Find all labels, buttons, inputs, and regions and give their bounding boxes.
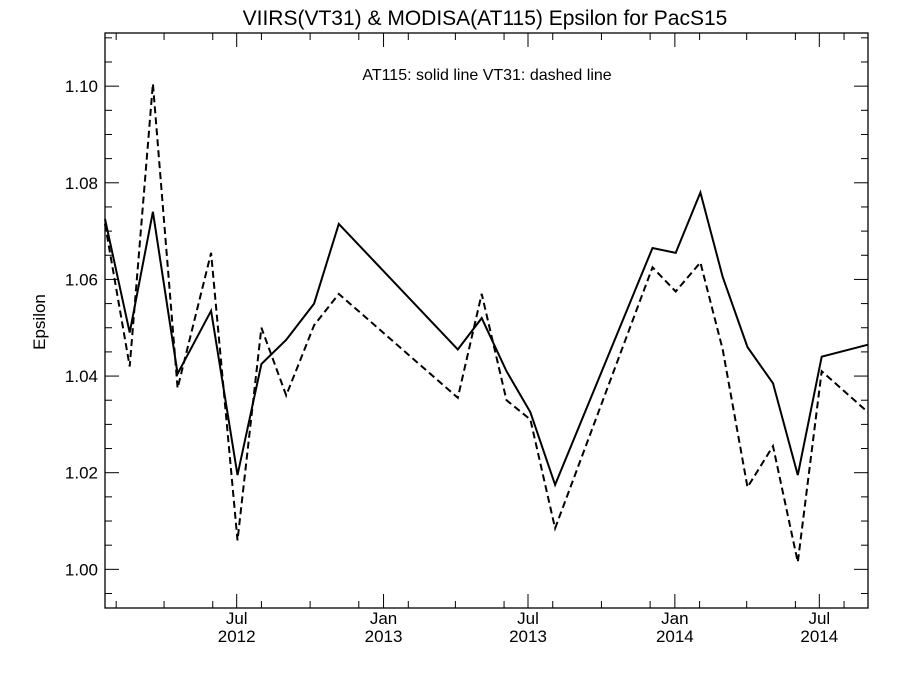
chart-title: VIIRS(VT31) & MODISA(AT115) Epsilon for … bbox=[243, 7, 728, 30]
y-tick-label: 1.00 bbox=[65, 560, 98, 579]
y-tick-label: 1.02 bbox=[65, 464, 98, 483]
y-tick-label: 1.04 bbox=[65, 367, 98, 386]
x-tick-label: Jul bbox=[808, 609, 830, 628]
x-tick-year-label: 2014 bbox=[800, 627, 838, 646]
x-tick-label: Jan bbox=[370, 609, 397, 628]
y-tick-label: 1.10 bbox=[65, 77, 98, 96]
x-tick-year-label: 2013 bbox=[365, 627, 403, 646]
x-tick-label: Jan bbox=[661, 609, 688, 628]
x-tick-year-label: 2012 bbox=[218, 627, 256, 646]
y-axis-label: Epsilon bbox=[30, 294, 49, 350]
x-tick-year-label: 2013 bbox=[509, 627, 547, 646]
series-line-at115 bbox=[104, 189, 869, 488]
plot-frame bbox=[104, 32, 869, 609]
series-line-vt31 bbox=[104, 83, 869, 563]
y-tick-label: 1.06 bbox=[65, 270, 98, 289]
legend-annotation: AT115: solid line VT31: dashed line bbox=[362, 67, 611, 84]
x-tick-label: Jul bbox=[517, 609, 539, 628]
axis-ticks: 1.001.021.041.061.081.10Jul2012Jan2013Ju… bbox=[65, 33, 868, 646]
x-tick-label: Jul bbox=[226, 609, 248, 628]
series-lines bbox=[104, 83, 869, 563]
x-tick-year-label: 2014 bbox=[656, 627, 694, 646]
y-tick-label: 1.08 bbox=[65, 174, 98, 193]
